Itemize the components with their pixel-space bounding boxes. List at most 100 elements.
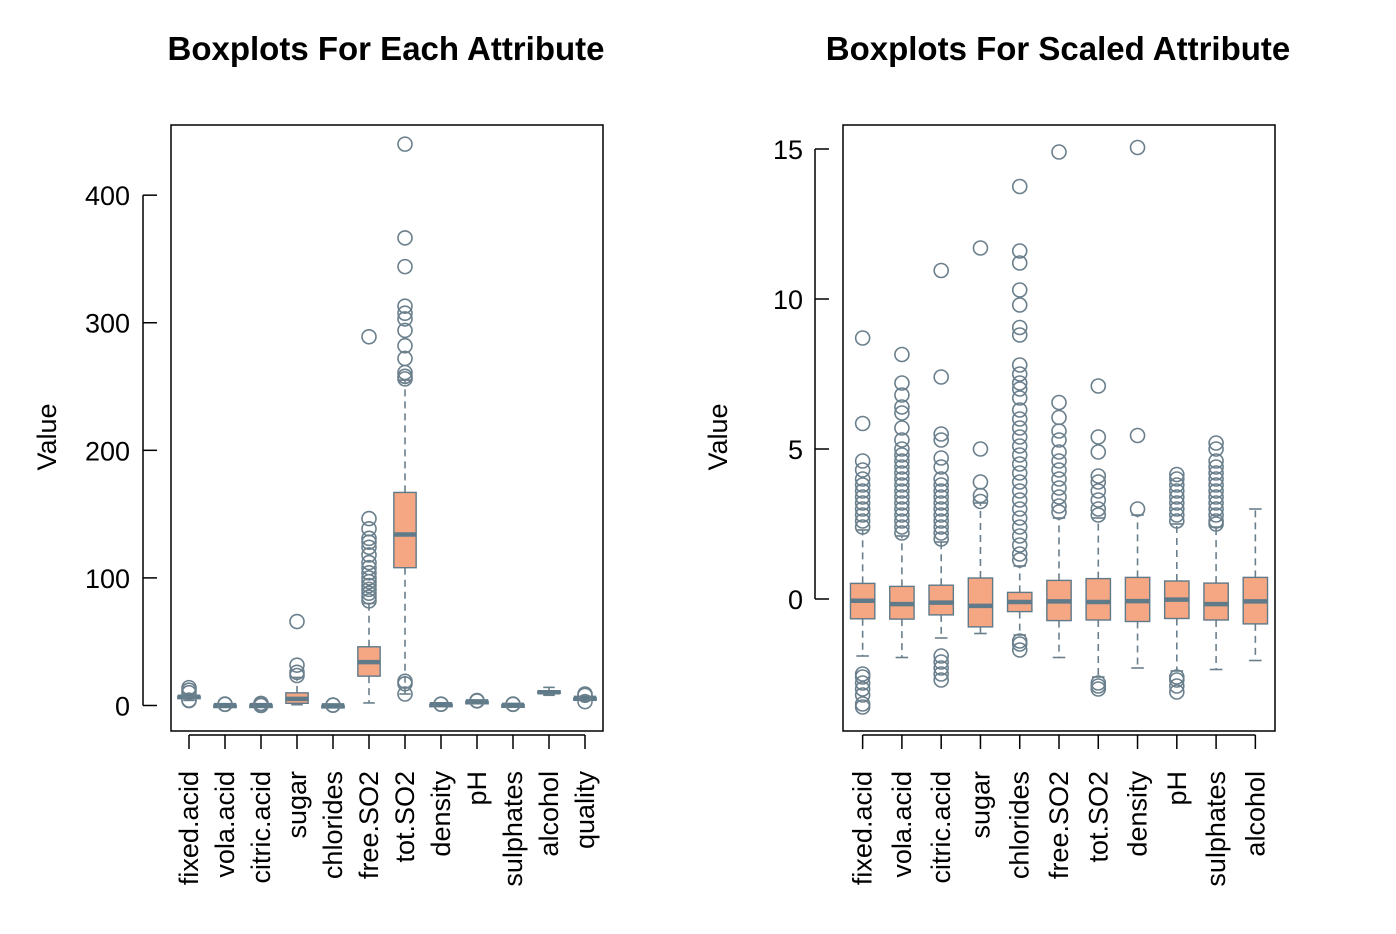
box-iqr — [967, 577, 994, 628]
outlier-point — [894, 507, 910, 523]
outlier-point — [933, 507, 949, 523]
outlier-point — [1208, 501, 1224, 517]
outlier-point — [397, 686, 413, 702]
outlier-point — [1169, 501, 1185, 517]
box-iqr — [928, 584, 955, 616]
x-tick-label-sulphates: sulphates — [498, 771, 528, 887]
outlier-point — [181, 692, 197, 708]
outlier-point — [933, 426, 949, 442]
outlier-point — [1090, 681, 1107, 697]
outlier-point — [1208, 507, 1224, 523]
outlier-point — [577, 687, 593, 704]
box-free-SO2 — [357, 328, 381, 704]
outlier-point — [289, 657, 305, 673]
box-vola-acid — [213, 696, 237, 713]
x-tick-label-tot-SO2: tot.SO2 — [1083, 771, 1113, 863]
chart-panel-1: Boxplots For Each Attribute 0 100 200 300 400… — [32, 30, 604, 887]
outlier-point — [1051, 144, 1067, 160]
outlier-point — [854, 471, 871, 487]
chart-title: Boxplots For Scaled Attribute — [826, 30, 1290, 67]
box-tot-SO2 — [1085, 378, 1112, 697]
outlier-point — [854, 696, 871, 712]
outlier-point — [289, 613, 305, 630]
outlier-point — [854, 699, 871, 715]
y-tick-label: 200 — [85, 436, 130, 466]
box-iqr — [393, 491, 417, 569]
box-sulphates — [501, 696, 525, 713]
outlier-point — [933, 483, 949, 499]
outlier-point — [1169, 678, 1185, 694]
outlier-point — [1208, 471, 1224, 487]
outlier-point — [894, 501, 910, 517]
outlier-point — [1090, 492, 1107, 508]
outlier-point — [1011, 528, 1028, 544]
outlier-point — [1169, 489, 1185, 505]
outlier-point — [1011, 243, 1028, 259]
y-tick-label: 400 — [85, 181, 130, 211]
outlier-point — [1090, 507, 1107, 523]
outlier-point — [1011, 519, 1028, 535]
x-tick-label-tot-SO2: tot.SO2 — [390, 771, 420, 863]
outlier-point — [1169, 684, 1185, 700]
outlier-point — [854, 453, 871, 469]
outlier-point — [397, 258, 413, 275]
outlier-point — [433, 696, 449, 712]
outlier-point — [933, 459, 949, 475]
box-iqr — [1203, 582, 1229, 621]
outlier-point — [1011, 402, 1028, 418]
outlier-point — [1208, 477, 1224, 493]
y-tick-label: 0 — [115, 691, 130, 721]
outlier-point — [361, 530, 377, 547]
outlier-point — [1208, 459, 1224, 475]
outlier-point — [325, 697, 341, 714]
outlier-point — [1169, 507, 1185, 523]
chart-panel-2: Boxplots For Scaled Attribute 0 5 10 15 Value… — [703, 30, 1290, 887]
outlier-point — [854, 462, 871, 478]
box-vola-acid — [889, 346, 915, 659]
outlier-point — [894, 525, 910, 541]
outlier-point — [854, 495, 871, 511]
x-tick-label-vola-acid: vola.acid — [887, 771, 917, 878]
x-tick-label-density: density — [1123, 771, 1153, 857]
outlier-point — [1208, 465, 1224, 481]
outlier-point — [1011, 456, 1028, 472]
box-chlorides — [321, 697, 345, 714]
outlier-point — [854, 489, 871, 505]
outlier-point — [894, 405, 910, 421]
x-tick-label-vola-acid: vola.acid — [210, 771, 240, 878]
outlier-point — [894, 495, 910, 511]
outlier-point — [397, 311, 413, 327]
box-sugar — [285, 613, 309, 706]
x-tick-label-citric-acid: citric.acid — [246, 771, 276, 884]
outlier-point — [1051, 444, 1067, 460]
outlier-point — [894, 483, 910, 499]
outlier-point — [854, 415, 871, 432]
outlier-point — [933, 432, 949, 448]
outlier-point — [1090, 474, 1107, 490]
outlier-point — [854, 483, 871, 499]
outlier-point — [1129, 501, 1146, 517]
outlier-point — [1169, 477, 1185, 493]
outlier-point — [1011, 375, 1028, 391]
outlier-point — [1011, 483, 1028, 499]
outlier-point — [1090, 444, 1107, 460]
outlier-point — [1011, 357, 1028, 373]
outlier-point — [1169, 513, 1185, 529]
box-free-SO2 — [1046, 144, 1072, 659]
outlier-point — [933, 369, 949, 385]
outlier-point — [894, 399, 910, 415]
outlier-point — [894, 420, 910, 436]
outlier-point — [1051, 453, 1067, 469]
box-alcohol — [537, 686, 561, 697]
plot-frame — [170, 124, 604, 732]
outlier-point — [397, 350, 413, 367]
outlier-point — [933, 477, 949, 493]
y-axis-label: Value — [32, 403, 62, 470]
outlier-point — [894, 465, 910, 481]
outlier-point — [854, 687, 871, 703]
outlier-point — [894, 513, 910, 529]
x-tick-label-fixed-acid: fixed.acid — [848, 771, 878, 885]
outlier-point — [894, 375, 910, 391]
outlier-point — [1051, 498, 1067, 514]
